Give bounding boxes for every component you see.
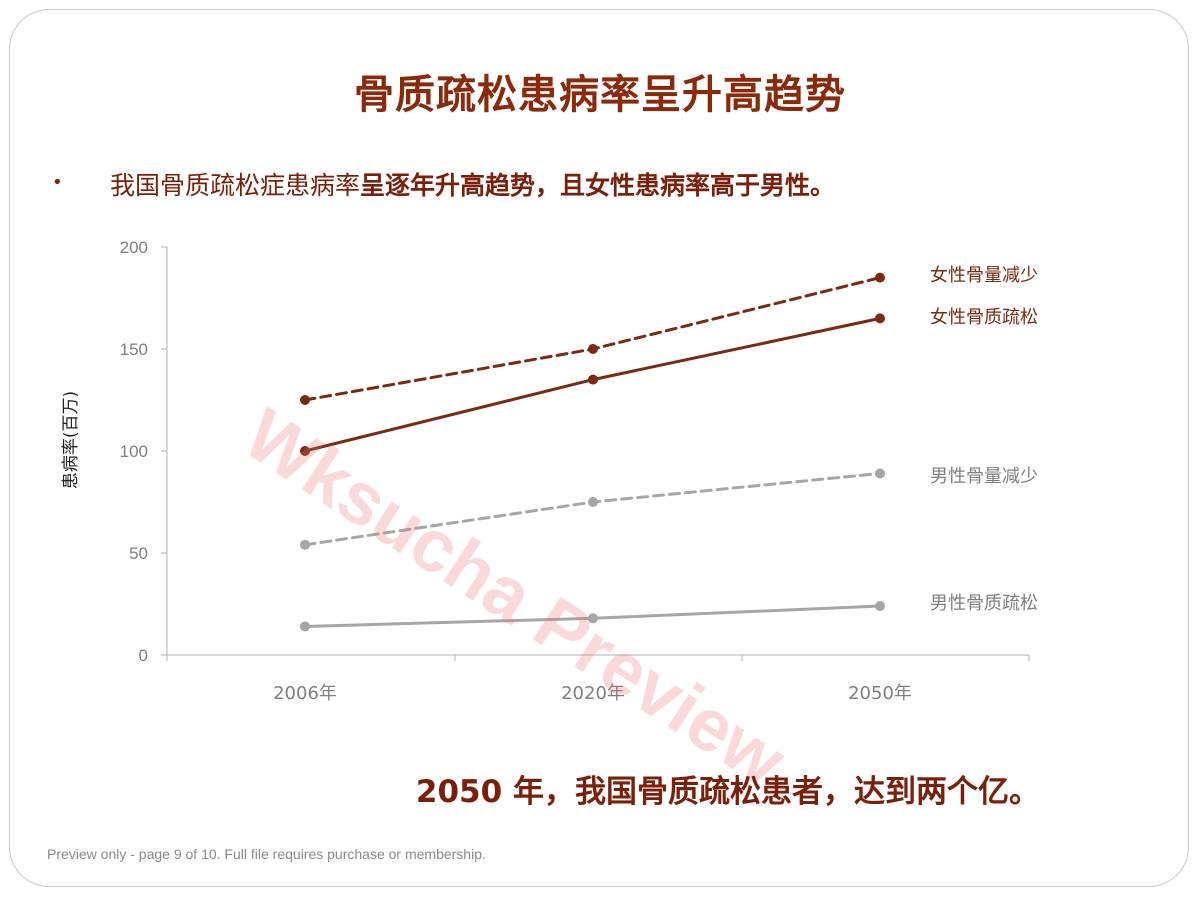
y-tick-label: 100: [120, 442, 148, 461]
y-tick-label: 150: [120, 340, 148, 359]
bullet-text-bold: 呈逐年升高趋势，且女性患病率高于男性。: [360, 171, 836, 200]
x-tick-label: 2050年: [848, 683, 912, 704]
preview-note: Preview only - page 9 of 10. Full file r…: [47, 846, 486, 862]
data-point: [588, 613, 598, 624]
data-point: [300, 446, 310, 456]
y-tick-label: 0: [139, 646, 148, 665]
series-line: [303, 471, 882, 547]
data-point: [300, 395, 310, 405]
series-label: 女性骨质疏松: [930, 307, 1038, 328]
slide-frame: [9, 9, 1189, 887]
y-tick-label: 200: [120, 238, 148, 257]
data-point: [875, 468, 885, 479]
data-point: [875, 601, 885, 612]
bullet-text: 我国骨质疏松症患病率呈逐年升高趋势，且女性患病率高于男性。: [110, 166, 835, 202]
series-label: 女性骨量减少: [930, 265, 1038, 286]
slide-title: 骨质疏松患病率呈升高趋势: [354, 72, 846, 118]
data-point: [300, 539, 310, 550]
data-point: [875, 313, 885, 324]
series-label: 男性骨量减少: [930, 466, 1038, 487]
data-point: [300, 621, 310, 632]
series-label: 男性骨质疏松: [930, 593, 1038, 614]
x-tick-label: 2020年: [561, 683, 625, 704]
data-point: [588, 374, 598, 385]
data-point: [875, 272, 885, 283]
y-axis-title: 患病率(百万): [61, 391, 81, 489]
conclusion-text: 2050 年，我国骨质疏松患者，达到两个亿。: [415, 774, 1040, 810]
bullet-marker: •: [52, 172, 63, 193]
x-tick-label: 2006年: [273, 683, 337, 704]
y-tick-label: 50: [129, 544, 148, 563]
bullet-text-normal: 我国骨质疏松症患病率: [110, 171, 361, 200]
data-point: [588, 344, 598, 354]
data-point: [588, 497, 598, 507]
